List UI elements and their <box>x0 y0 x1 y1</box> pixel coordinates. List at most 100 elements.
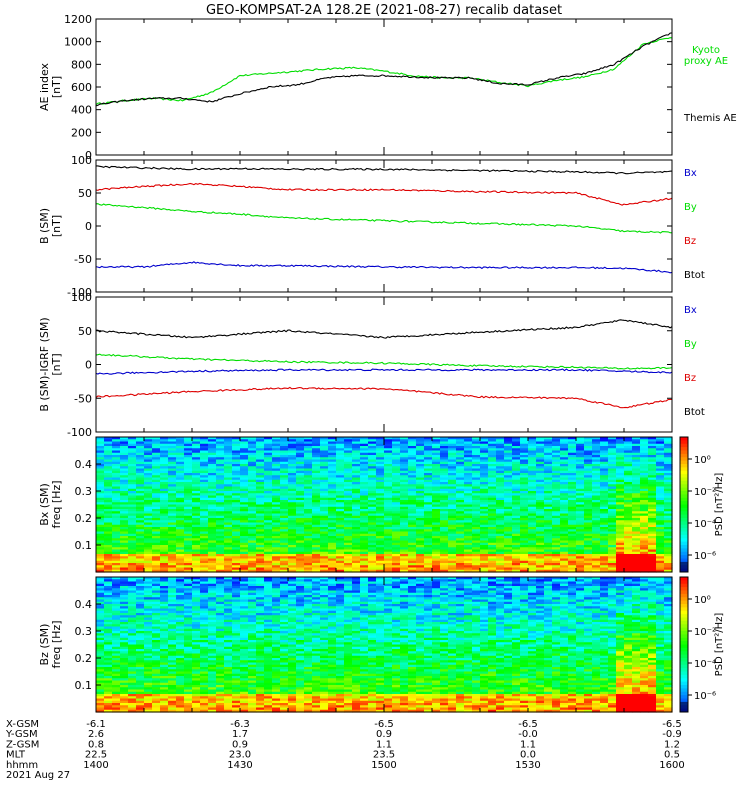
spectrogram-cell <box>664 531 673 535</box>
spectrogram-cell <box>128 619 137 623</box>
spectrogram-cell <box>464 484 473 488</box>
spectrogram-cell <box>576 560 585 564</box>
spectrogram-cell <box>392 459 401 463</box>
spectrogram-cell <box>472 522 481 526</box>
spectrogram-cell <box>112 705 121 709</box>
spectrogram-cell <box>264 545 273 548</box>
spectrogram-cell <box>136 527 145 530</box>
spectrogram-cell <box>576 513 585 517</box>
spectrogram-cell <box>544 441 553 445</box>
spectrogram-cell <box>640 484 649 488</box>
spectrogram-cell <box>216 482 225 485</box>
spectrogram-cell <box>112 640 121 643</box>
spectrogram-cell <box>168 558 177 562</box>
spectrogram-cell <box>264 531 273 535</box>
spectrogram-cell <box>280 567 289 571</box>
spectrogram-cell <box>560 448 569 452</box>
spectrogram-cell <box>408 506 417 510</box>
spectrogram-cell <box>344 558 353 562</box>
spectrogram-cell <box>264 520 273 524</box>
legend-label: Themis AE <box>683 113 737 124</box>
spectrogram-cell <box>544 527 553 530</box>
spectrogram-cell <box>640 461 649 465</box>
spectrogram-cell <box>176 450 185 454</box>
spectrogram-cell <box>288 482 297 485</box>
spectrogram-cell <box>224 509 233 512</box>
spectrogram-cell <box>168 509 177 512</box>
spectrogram-cell <box>96 642 105 646</box>
spectrogram-cell <box>96 511 105 515</box>
spectrogram-cell <box>496 488 505 492</box>
spectrogram-cell <box>512 439 521 443</box>
spectrogram-cell <box>648 479 657 483</box>
spectrogram-cell <box>96 459 105 463</box>
colorbar-swatch <box>680 464 688 468</box>
spectrogram-cell <box>328 461 337 465</box>
spectrogram-cell <box>336 470 345 474</box>
spectrogram-cell <box>560 437 569 440</box>
spectrogram-cell <box>144 644 153 648</box>
spectrogram-cell <box>568 549 577 553</box>
spectrogram-cell <box>128 610 137 614</box>
spectrogram-cell <box>424 527 433 530</box>
spectrogram-cell <box>456 554 465 557</box>
spectrogram-cell <box>96 640 105 643</box>
spectrogram-cell <box>624 470 633 474</box>
spectrogram-cell <box>144 599 153 603</box>
spectrogram-cell <box>104 549 113 553</box>
spectrogram-cell <box>168 455 177 458</box>
spectrogram-cell <box>384 549 393 553</box>
spectrogram-cell <box>248 491 257 494</box>
spectrogram-cell <box>112 626 121 630</box>
y-axis-unit: [nT] <box>50 76 63 98</box>
spectrogram-cell <box>528 560 537 564</box>
spectrogram-cell <box>576 524 585 528</box>
spectrogram-cell <box>288 500 297 503</box>
spectrogram-cell <box>192 461 201 465</box>
y-axis-unit: [nT] <box>50 353 63 375</box>
spectrogram-cell <box>640 533 649 537</box>
spectrogram-cell <box>504 441 513 445</box>
spectrogram-cell <box>528 495 537 499</box>
spectrogram-cell <box>216 448 225 452</box>
spectrogram-cell <box>528 509 537 512</box>
spectrogram-cell <box>496 493 505 497</box>
spectrogram-cell <box>128 588 137 592</box>
spectrogram-cell <box>344 563 353 566</box>
spectrogram-cell <box>568 554 577 557</box>
spectrogram-cell <box>616 495 625 499</box>
spectrogram-cell <box>120 586 129 589</box>
spectrogram-cell <box>368 479 377 483</box>
spectrogram-cell <box>184 464 193 467</box>
spectrogram-cell <box>472 468 481 472</box>
spectrogram-cell <box>520 486 529 490</box>
spectrogram-cell <box>184 558 193 562</box>
spectrogram-cell <box>568 565 577 569</box>
spectrogram-cell <box>592 558 601 562</box>
spectrogram-cell <box>112 446 121 449</box>
spectrogram-cell <box>408 448 417 452</box>
spectrogram-cell <box>304 567 313 571</box>
spectrogram-cell <box>400 484 409 488</box>
spectrogram-cell <box>152 448 161 452</box>
spectrogram-cell <box>152 545 161 548</box>
spectrogram-cell <box>584 443 593 447</box>
spectrogram-cell <box>104 606 113 610</box>
spectrogram-cell <box>264 491 273 494</box>
spectrogram-cell <box>328 524 337 528</box>
spectrogram-cell <box>200 504 209 508</box>
spectrogram-cell <box>160 452 169 456</box>
spectrogram-cell <box>416 437 425 440</box>
spectrogram-cell <box>536 511 545 515</box>
spectrogram-cell <box>456 540 465 544</box>
spectrogram-cell <box>120 592 129 596</box>
spectrogram-cell <box>464 529 473 533</box>
spectrogram-cell <box>648 495 657 499</box>
spectrogram-cell <box>416 504 425 508</box>
spectrogram-cell <box>624 556 633 560</box>
spectrogram-cell <box>232 513 241 517</box>
spectrogram-cell <box>536 450 545 454</box>
spectrogram-cell <box>416 520 425 524</box>
spectrogram-cell <box>400 515 409 519</box>
colorbar-label: PSD [nT²/Hz] <box>714 473 725 537</box>
